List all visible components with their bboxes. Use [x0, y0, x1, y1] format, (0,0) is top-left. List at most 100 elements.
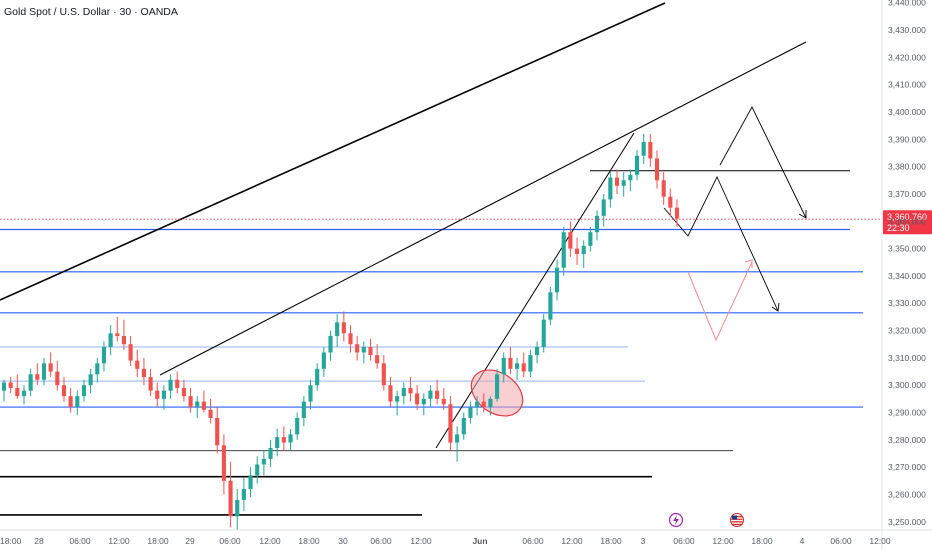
y-tick-label: 3,360.000: [888, 216, 926, 226]
x-tick-label: 06:00: [673, 536, 695, 546]
candle-body: [395, 396, 400, 402]
candle-body: [8, 382, 13, 388]
candle-body: [15, 387, 20, 397]
y-tick-label: 3,430.000: [888, 25, 926, 35]
candle-body: [574, 248, 580, 255]
candle-body: [48, 363, 53, 372]
arrowhead-pink: [744, 259, 753, 268]
candle-body: [75, 396, 80, 408]
candle-body: [568, 232, 573, 249]
candle-body: [41, 363, 47, 380]
candle-body: [181, 387, 186, 397]
candle-body: [161, 390, 166, 399]
x-tick-label: 28: [34, 536, 44, 546]
candle-body: [155, 390, 160, 399]
candle-body: [435, 390, 440, 399]
candle-body: [554, 267, 560, 293]
candle-body: [61, 385, 67, 397]
candle-body: [308, 385, 313, 402]
candle-body: [355, 344, 360, 353]
candle-body: [468, 407, 473, 418]
time-axis[interactable]: 18:00 28 06:00 12:00 18:00 29 06:00 12:00 18:00 3…: [0, 536, 891, 546]
candle-body: [275, 437, 280, 449]
candle-body: [548, 292, 553, 320]
candle-body: [461, 417, 466, 435]
event-icons[interactable]: [668, 512, 744, 528]
candle-body: [641, 142, 646, 156]
candle-body: [121, 336, 127, 345]
candle-body: [115, 333, 120, 337]
candle-body: [261, 458, 266, 465]
candle-body: [428, 390, 433, 399]
horizontal-levels[interactable]: [0, 170, 863, 516]
candle-body: [668, 196, 673, 208]
us-flag-icon[interactable]: [730, 513, 744, 527]
flash-event-icon[interactable]: [668, 512, 684, 528]
x-tick-label: 18:00: [600, 536, 622, 546]
candle-body: [421, 398, 426, 405]
x-tick-label: 12:00: [561, 536, 583, 546]
candle-body: [448, 404, 453, 443]
x-tick-label: 18:00: [298, 536, 320, 546]
candle-body: [288, 434, 293, 443]
arrowhead-lower: [771, 302, 780, 312]
candle-body: [28, 374, 33, 391]
x-tick-label: 12:00: [869, 536, 891, 546]
x-tick-label: 12:00: [410, 536, 432, 546]
candle-body: [361, 346, 366, 353]
candle-body: [648, 142, 653, 159]
candle-body: [341, 322, 346, 334]
candle-body: [481, 401, 486, 408]
candle-body: [368, 346, 373, 356]
x-tick-label: 06:00: [69, 536, 91, 546]
candle-body: [175, 379, 180, 388]
candles: [1, 133, 680, 530]
candle-body: [335, 322, 340, 337]
candle-body: [188, 396, 193, 408]
candle-body: [228, 480, 233, 517]
candle-body: [21, 390, 27, 397]
y-tick-label: 3,270.000: [888, 462, 926, 472]
candle-body: [135, 360, 140, 369]
mid-channel-line[interactable]: [159, 41, 807, 376]
candle-body: [301, 401, 306, 418]
x-tick-label: 06:00: [219, 536, 241, 546]
y-tick-label: 3,300.000: [888, 380, 926, 390]
y-tick-label: 3,350.000: [888, 244, 926, 254]
rally-trend-line[interactable]: [435, 132, 635, 449]
candle-body: [495, 374, 500, 399]
candle-body: [248, 475, 253, 490]
candle-body: [348, 333, 353, 345]
chart-title: Gold Spot / U.S. Dollar · 30 · OANDA: [4, 6, 178, 18]
y-tick-label: 3,400.000: [888, 107, 926, 117]
candle-body: [315, 368, 320, 386]
candle-body: [441, 398, 446, 405]
x-tick-label: 30: [338, 536, 348, 546]
upper-channel-line[interactable]: [0, 2, 666, 301]
projection-path-lower[interactable]: [663, 175, 779, 312]
x-tick-label: 06:00: [370, 536, 392, 546]
y-tick-label: 3,410.000: [888, 80, 926, 90]
candle-body: [1, 382, 7, 391]
candle-body: [608, 177, 613, 200]
projection-path-pink[interactable]: [687, 261, 753, 342]
projection-path-upper[interactable]: [719, 106, 807, 219]
candle-body: [501, 357, 506, 375]
candle-body: [201, 401, 206, 410]
candle-body: [321, 352, 326, 369]
candle-body: [241, 489, 246, 500]
candle-body: [401, 387, 406, 397]
candle-body: [541, 319, 546, 347]
candle-body: [295, 417, 300, 435]
y-tick-label: 3,310.000: [888, 353, 926, 363]
x-tick-label: 18:00: [147, 536, 169, 546]
candle-body: [168, 379, 173, 391]
candle-body: [388, 385, 393, 402]
candle-body: [55, 371, 60, 386]
candle-body: [614, 177, 620, 186]
candle-body: [528, 355, 533, 372]
